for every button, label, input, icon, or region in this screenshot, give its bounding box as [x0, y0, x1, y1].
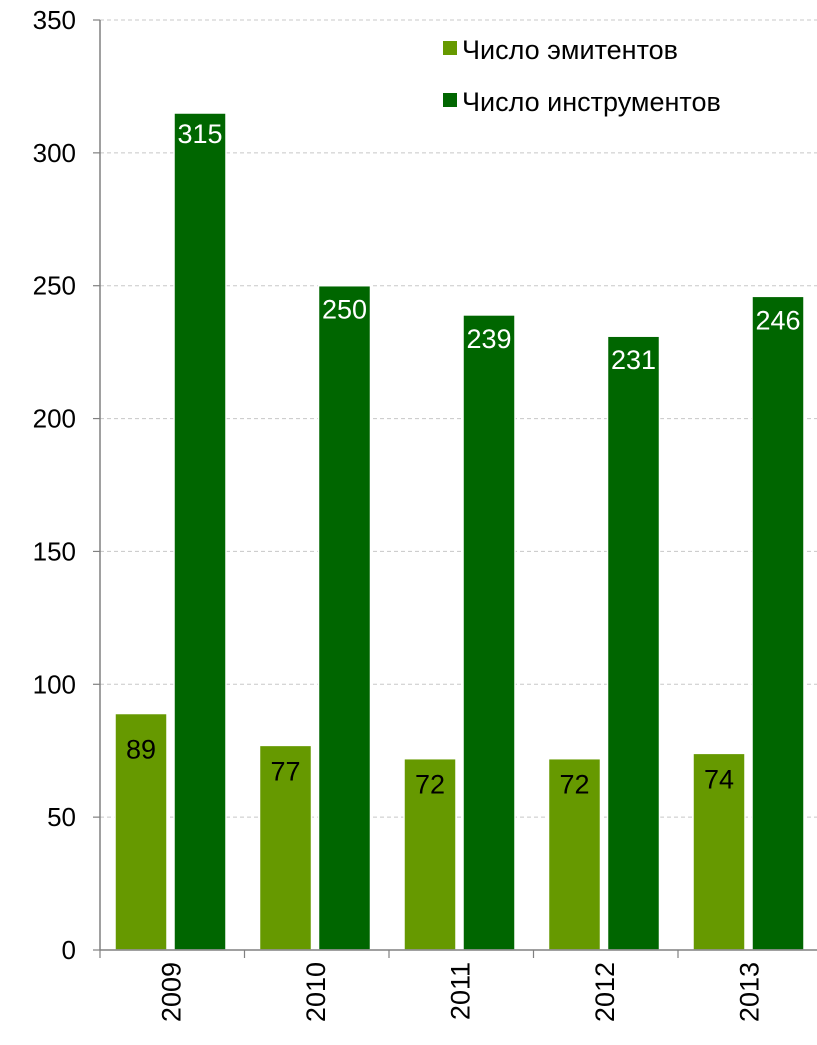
y-tick-label: 200 — [33, 404, 76, 434]
legend-label: Число эмитентов — [462, 35, 678, 65]
y-tick-label: 300 — [33, 138, 76, 168]
data-label: 239 — [466, 324, 511, 354]
data-label: 74 — [704, 764, 734, 794]
legend: Число эмитентов Число инструментов — [443, 35, 721, 117]
legend-swatch — [443, 41, 457, 55]
data-label: 246 — [755, 305, 800, 335]
x-tick-label: 2010 — [301, 962, 331, 1022]
y-tick-label: 150 — [33, 536, 76, 566]
y-tick-label: 100 — [33, 669, 76, 699]
bar-Число эмитентов — [403, 757, 457, 951]
bar-Число эмитентов — [692, 752, 746, 951]
bar-Число инструментов — [606, 335, 661, 951]
bar-Число эмитентов — [258, 744, 313, 951]
data-label: 250 — [322, 295, 367, 325]
legend-label: Число инструментов — [462, 87, 721, 117]
data-label: 72 — [559, 770, 589, 800]
x-tick-label: 2009 — [157, 962, 187, 1022]
bar-Число инструментов — [751, 295, 805, 951]
bar-Число эмитентов — [547, 757, 602, 951]
data-label: 77 — [270, 756, 300, 786]
y-tick-label: 0 — [62, 935, 76, 965]
bar-Число инструментов — [462, 314, 516, 951]
data-label: 315 — [177, 119, 222, 149]
x-tick-label: 2013 — [735, 962, 765, 1022]
bar-Число инструментов — [317, 284, 372, 951]
axes: 0 50 100 150 200 250 300 350 2009 2010 2011 2012 201… — [33, 5, 817, 1022]
bar-Число инструментов — [173, 112, 227, 951]
x-tick-label: 2011 — [446, 962, 476, 1020]
data-label: 231 — [611, 345, 656, 375]
y-tick-label: 50 — [47, 802, 76, 832]
y-tick-label: 250 — [33, 271, 76, 301]
legend-swatch — [443, 93, 457, 107]
data-label: 89 — [126, 735, 156, 765]
x-tick-label: 2012 — [590, 962, 620, 1022]
data-label: 72 — [415, 770, 445, 800]
y-tick-label: 350 — [33, 5, 76, 35]
bars: 89 315 77 250 72 239 72 231 74 246 — [114, 112, 805, 951]
